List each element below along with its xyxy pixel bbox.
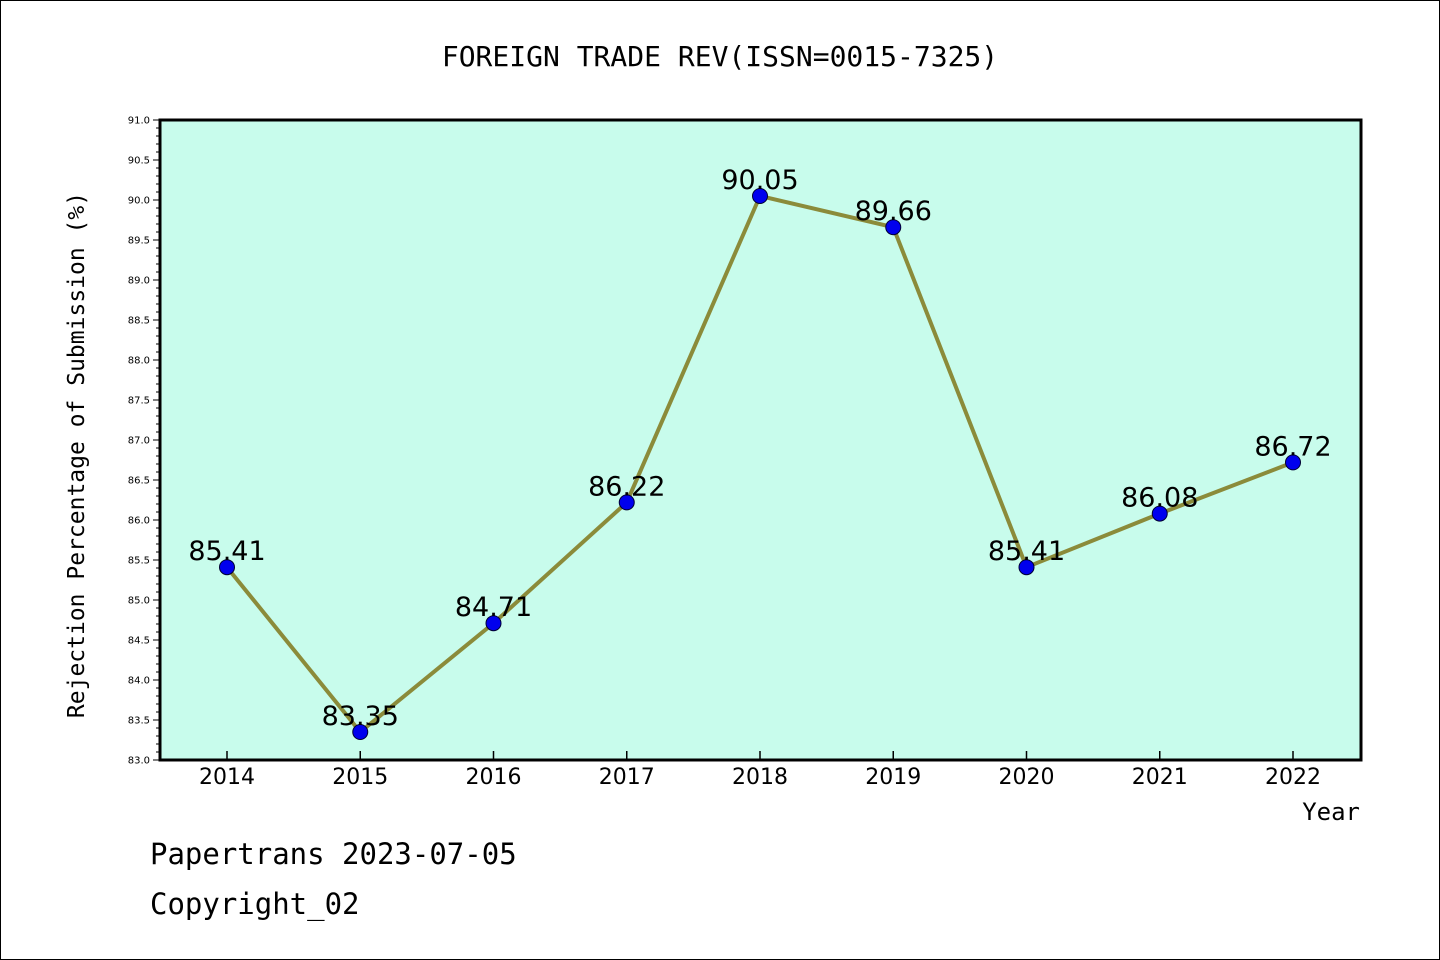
data-label-2016: 84.71 [455,592,532,623]
y-tick-label: 89.0 [128,276,150,287]
chart-title: FOREIGN TRADE REV(ISSN=0015-7325) [442,40,998,73]
x-tick-label: 2021 [1132,765,1188,790]
x-tick-label: 2014 [199,765,255,790]
data-label-2019: 89.66 [855,196,932,227]
y-axis-label: Rejection Percentage of Submission (%) [64,192,90,718]
x-axis-label: Year [1302,798,1360,826]
data-label-2015: 83.35 [322,701,399,732]
x-tick-label: 2017 [599,765,655,790]
data-label-2022: 86.72 [1254,431,1331,462]
y-tick-label: 86.0 [128,516,150,527]
y-tick-label: 85.0 [128,596,150,607]
data-point-2015 [352,724,369,740]
y-axis: 83.0 83.5 84.0 84.5 85.0 85.5 86.0 86.5 87.0 87.5… [128,116,160,767]
y-tick-label: 87.5 [128,396,150,407]
plot-area [158,118,1363,762]
y-tick-label: 84.5 [128,636,150,647]
data-point-2022 [1285,454,1301,471]
y-tick-label: 88.0 [128,356,150,367]
x-tick-label: 2018 [732,765,788,790]
data-point-2017 [618,494,635,511]
data-point-2021 [1151,505,1168,522]
data-label-2014: 85.41 [188,536,265,567]
data-labels: 85.41 83.35 84.71 86.22 90.05 89.66 85.41 86.08… [188,165,1331,732]
data-point-2019 [885,219,902,236]
data-label-2020: 85.41 [988,536,1065,567]
y-tick-label: 85.5 [128,556,150,567]
y-tick-label: 90.0 [128,196,150,207]
y-tick-label: 89.5 [128,236,150,247]
y-tick-label: 87.0 [128,436,150,447]
x-tick-label: 2022 [1265,765,1321,790]
y-tick-label: 83.0 [128,756,150,767]
y-tick-label: 83.5 [128,716,150,727]
y-tick-label: 91.0 [128,116,150,127]
x-tick-label: 2016 [466,765,522,790]
x-tick-label: 2020 [999,765,1055,790]
data-label-2017: 86.22 [588,471,665,502]
y-tick-label: 90.5 [128,156,150,167]
x-tick-label: 2019 [865,765,921,790]
x-axis: 2014 2015 2016 2017 2018 2019 2020 2021 2022 [199,751,1321,790]
data-label-2018: 90.05 [721,165,798,196]
data-point-2018 [752,188,768,204]
data-label-2021: 86.08 [1121,483,1198,514]
y-tick-label: 88.5 [128,316,150,327]
data-point-2014 [219,559,235,576]
footer-copyright: Copyright_02 [150,887,360,922]
y-tick-label: 86.5 [128,476,150,487]
y-tick-label: 84.0 [128,676,150,687]
footer-date: Papertrans 2023-07-05 [150,837,517,871]
data-point-2020 [1018,559,1035,576]
data-point-2016 [485,615,502,632]
x-tick-label: 2015 [332,765,388,790]
series-line-group [219,188,1301,740]
